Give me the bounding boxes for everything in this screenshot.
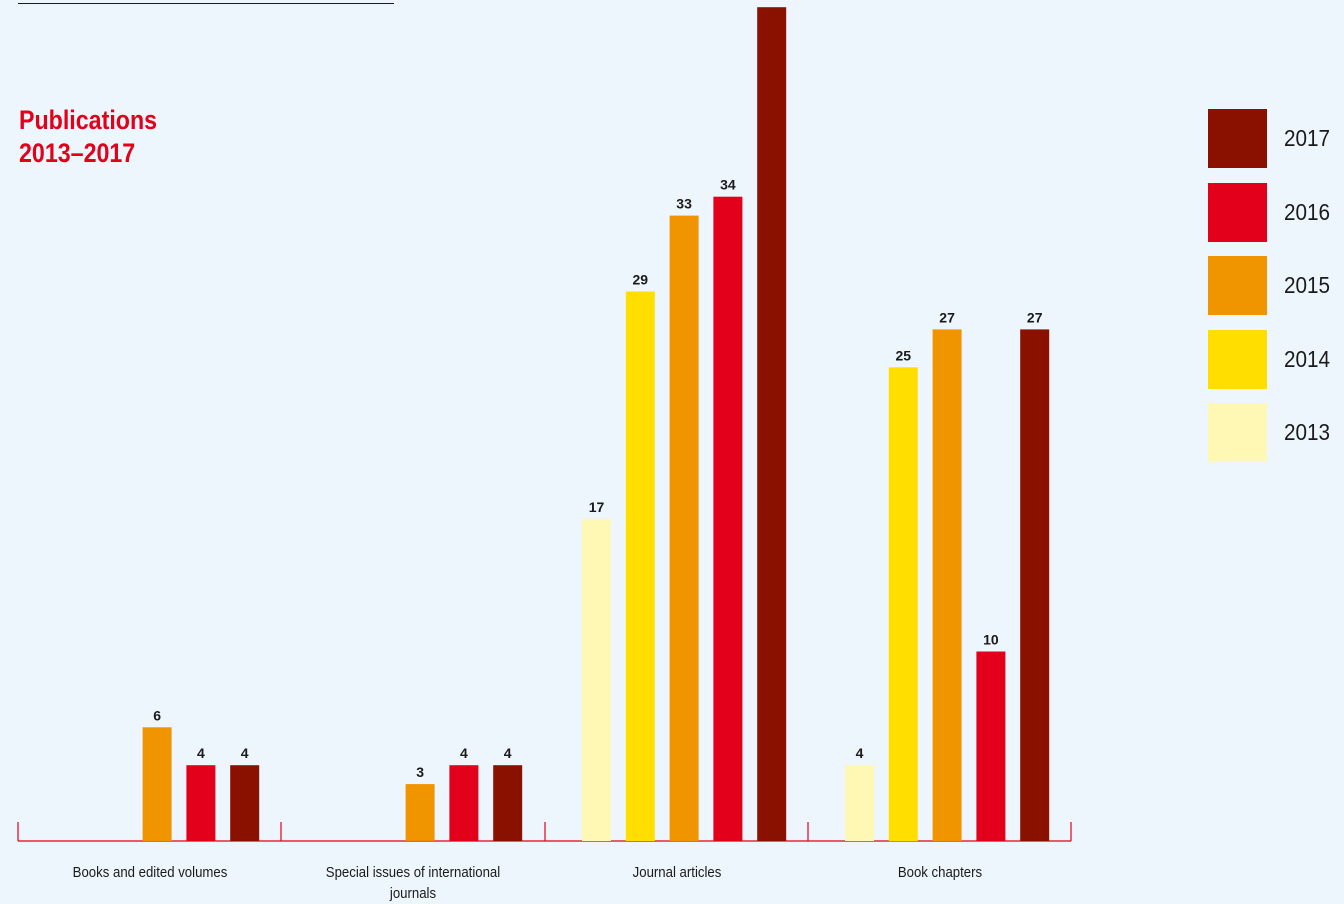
bar-value-label: 3 (416, 764, 424, 780)
bar-2016-2 (713, 196, 743, 841)
bar-2015-0 (142, 727, 172, 841)
bar-2016-1 (449, 765, 479, 841)
bar-value-label: 4 (856, 745, 864, 761)
bar-2016-0 (186, 765, 216, 841)
legend-label: 2016 (1284, 198, 1331, 225)
bar-2016-3 (976, 651, 1006, 841)
bar-value-label: 27 (1027, 309, 1043, 325)
bar-2017-2 (757, 7, 787, 841)
category-label: Journal articles (633, 863, 722, 880)
legend-label: 2014 (1284, 345, 1331, 372)
bar-value-label: 4 (197, 745, 205, 761)
category-label: journals (389, 884, 436, 901)
legend-item-2016: 2016 (1208, 182, 1335, 242)
bar-value-label: 27 (939, 309, 955, 325)
top-rule (18, 3, 394, 4)
legend-item-2017: 2017 (1208, 109, 1335, 168)
chart-title-line-1: Publications (19, 105, 158, 135)
bar-value-label: 4 (504, 745, 512, 761)
bar-2015-1 (405, 784, 435, 841)
legend-item-2015: 2015 (1208, 256, 1335, 315)
legend-item-2013: 2013 (1208, 403, 1335, 462)
bar-value-label: 34 (720, 177, 736, 193)
legend-swatch (1208, 256, 1267, 315)
bar-value-label: 29 (633, 272, 649, 288)
bar-value-label: 17 (589, 499, 605, 515)
category-label: Special issues of international (326, 863, 500, 880)
bar-2015-3 (932, 329, 962, 841)
bar-2014-2 (625, 291, 655, 841)
bar-value-label: 4 (460, 745, 468, 761)
chart-legend: 2017 2016 2015 2014 2013 (1208, 109, 1335, 477)
bar-2017-1 (493, 765, 523, 841)
bar-value-label: 33 (676, 196, 692, 212)
bar-value-label: 44 (764, 0, 780, 3)
bar-value-label: 10 (983, 632, 999, 648)
legend-label: 2017 (1284, 125, 1331, 151)
bar-value-label: 25 (896, 347, 912, 363)
bar-2017-3 (1020, 329, 1050, 841)
bar-2015-2 (669, 215, 699, 842)
legend-swatch (1208, 403, 1267, 462)
legend-swatch (1208, 109, 1267, 168)
chart-title: Publications 2013–2017 (19, 104, 157, 170)
bar-value-label: 6 (153, 707, 161, 723)
bar-2013-2 (582, 518, 611, 841)
legend-label: 2013 (1284, 419, 1331, 445)
bar-value-label: 4 (241, 745, 249, 761)
legend-swatch (1208, 182, 1267, 242)
chart-title-line-2: 2013–2017 (19, 138, 136, 168)
legend-label: 2015 (1284, 272, 1331, 298)
category-label: Books and edited volumes (73, 863, 228, 880)
legend-swatch (1208, 329, 1267, 389)
category-label: Book chapters (898, 863, 982, 880)
legend-item-2014: 2014 (1208, 329, 1335, 389)
bar-2014-3 (888, 367, 918, 842)
bar-2017-0 (230, 765, 260, 841)
bar-2013-3 (845, 765, 874, 841)
